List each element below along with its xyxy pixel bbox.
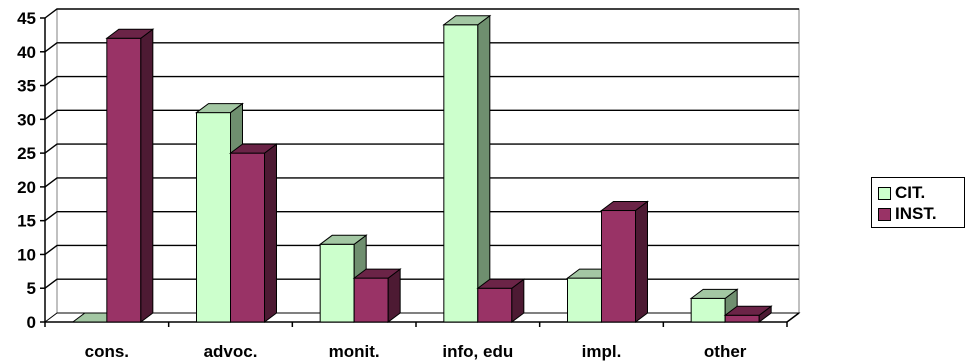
legend-item-inst: INST. <box>878 204 937 224</box>
y-tick-label: 40 <box>17 43 36 62</box>
bar-top <box>195 103 244 114</box>
x-tick-label: monit. <box>329 342 380 361</box>
axes <box>40 17 800 327</box>
bar-front <box>230 152 265 323</box>
bar-cit-5 <box>689 288 739 323</box>
bar-side <box>477 14 491 323</box>
gridline <box>44 143 799 154</box>
bar-inst-1 <box>229 143 278 323</box>
gridline <box>44 75 799 87</box>
bar-side <box>140 28 154 323</box>
bar-inst-0 <box>105 28 155 323</box>
gridline <box>44 8 799 19</box>
x-tick-label: other <box>704 342 747 361</box>
bar-top <box>723 305 773 316</box>
x-tick-labels: cons. advoc. monit. info, edu impl. other <box>85 342 747 361</box>
bar-side <box>264 143 277 323</box>
bar-front <box>196 112 231 323</box>
y-tick-label: 0 <box>27 313 36 332</box>
y-tick-label: 15 <box>17 212 36 231</box>
bar-inst-3 <box>476 278 526 324</box>
bar-top <box>476 278 526 289</box>
bar-inst-2 <box>352 268 402 323</box>
bar-front <box>601 210 636 323</box>
bar-top <box>600 201 649 212</box>
x-tick-label: advoc. <box>204 342 258 361</box>
back-wall <box>56 8 800 314</box>
bar-inst-5 <box>723 305 773 323</box>
x-tick-label: cons. <box>85 342 129 361</box>
bar-front <box>106 37 142 323</box>
y-tick-label: 30 <box>17 110 36 129</box>
legend-label-cit: CIT. <box>895 183 926 202</box>
bar-top <box>352 268 402 279</box>
bar-top <box>229 143 278 154</box>
bars <box>71 14 773 324</box>
y-tick-label: 5 <box>27 279 36 298</box>
floor <box>43 312 801 323</box>
y-tick-label: 25 <box>17 144 36 163</box>
gridlines <box>44 8 799 289</box>
bar-front <box>690 297 726 323</box>
bar-cit-3 <box>442 14 492 323</box>
x-axis-depth <box>786 312 800 323</box>
y-tick-label: 10 <box>17 245 36 264</box>
bar-front <box>319 243 355 323</box>
gridline <box>44 244 799 256</box>
bar-inst-4 <box>600 200 649 323</box>
y-tick-label: 35 <box>17 77 36 96</box>
bar-side <box>635 200 648 323</box>
gridline <box>44 177 799 188</box>
bar-front <box>724 314 760 323</box>
bar-top <box>689 288 739 299</box>
legend-label-inst: INST. <box>895 204 937 223</box>
bar-front <box>443 24 479 323</box>
y-tick-labels: 0 5 10 15 20 25 30 35 40 45 <box>17 9 36 332</box>
y-tick-label: 45 <box>17 9 36 28</box>
x-tick-label: info, edu <box>442 342 513 361</box>
legend-swatch-inst <box>878 207 891 221</box>
legend-item-cit: CIT. <box>878 183 925 203</box>
chart-walls <box>43 8 801 323</box>
y-tick-label: 20 <box>17 178 36 197</box>
bar-top <box>318 234 368 245</box>
legend: CIT. INST. <box>871 177 965 228</box>
legend-swatch-cit <box>878 186 891 200</box>
bar-top <box>442 15 492 26</box>
bar-front <box>353 277 389 323</box>
bar-front <box>477 287 513 323</box>
x-tick-label: impl. <box>582 342 622 361</box>
gridline <box>44 278 799 289</box>
gridline <box>44 109 799 120</box>
gridline <box>44 210 799 222</box>
bar-top <box>105 28 155 39</box>
bar-front <box>567 277 602 323</box>
gridline <box>44 42 799 53</box>
